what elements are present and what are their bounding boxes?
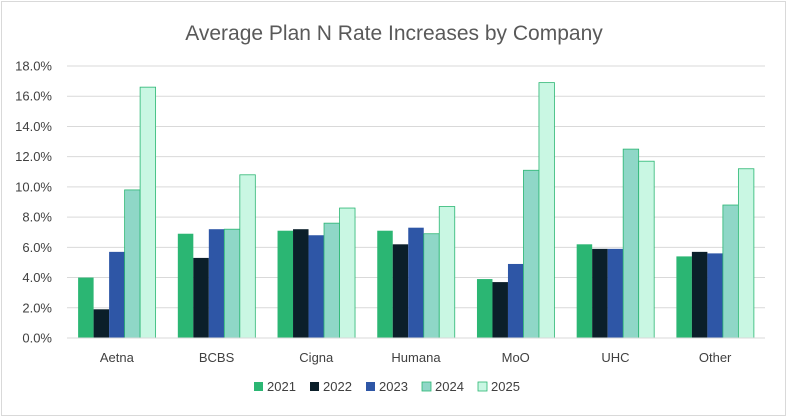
bar-2025-bcbs — [239, 174, 256, 339]
x-axis-category-labels: Aetna BCBS Cigna Humana MoO UHC Other — [100, 350, 732, 365]
bar-2025-humana — [438, 206, 456, 339]
category-label: UHC — [601, 350, 629, 365]
y-tick-label: 10.0% — [15, 179, 52, 194]
bar-2021-other — [676, 256, 692, 338]
y-tick-label: 0.0% — [22, 331, 52, 346]
legend-label-2025: 2025 — [491, 379, 520, 394]
category-label: MoO — [502, 350, 530, 365]
category-label: BCBS — [199, 350, 235, 365]
category-label: Cigna — [299, 350, 334, 365]
legend-label-2021: 2021 — [267, 379, 296, 394]
category-label: Aetna — [100, 350, 135, 365]
bar-2023-uhc — [607, 248, 624, 338]
y-tick-label: 2.0% — [22, 300, 52, 315]
bar-2025-cigna — [339, 207, 356, 339]
y-tick-label: 8.0% — [22, 210, 52, 225]
legend-label-2023: 2023 — [379, 379, 408, 394]
bar-2024-aetna — [124, 189, 141, 339]
bar-2022-uhc — [592, 248, 608, 338]
bar-2021-aetna — [78, 277, 94, 338]
bar-2021-cigna — [277, 230, 294, 338]
bar-2023-aetna — [109, 251, 125, 338]
bar-2023-moo — [507, 263, 524, 338]
y-tick-label: 14.0% — [15, 119, 52, 134]
category-label: Humana — [391, 350, 441, 365]
y-tick-label: 12.0% — [15, 149, 52, 164]
bar-2023-bcbs — [208, 229, 225, 338]
y-tick-label: 16.0% — [15, 89, 52, 104]
bar-2024-humana — [423, 233, 440, 339]
chart-title: Average Plan N Rate Increases by Company — [185, 22, 603, 45]
legend: 2021 2022 2023 2024 2025 — [254, 379, 520, 394]
y-tick-label: 18.0% — [15, 59, 52, 74]
legend-label-2024: 2024 — [435, 379, 464, 394]
legend-swatch-2021 — [254, 382, 263, 391]
bar-2024-cigna — [323, 222, 340, 339]
bar-2025-uhc — [638, 160, 655, 339]
bar-2025-aetna — [139, 86, 157, 339]
bar-2024-other — [722, 204, 739, 339]
legend-swatch-2024 — [421, 381, 432, 392]
bar-2021-moo — [476, 279, 493, 338]
bar-2025-other — [737, 168, 755, 339]
bar-2025-moo — [538, 82, 555, 339]
bars — [78, 82, 755, 339]
bar-2022-bcbs — [193, 257, 209, 338]
bar-2024-bcbs — [223, 228, 241, 339]
bar-2024-moo — [523, 169, 540, 339]
bar-2022-cigna — [293, 229, 309, 338]
y-axis-tick-labels: 0.0% 2.0% 4.0% 6.0% 8.0% 10.0% 12.0% 14.0% 16.0%… — [15, 59, 52, 346]
bar-2023-cigna — [308, 235, 325, 338]
bar-2021-bcbs — [177, 233, 194, 338]
bar-2022-other — [691, 251, 708, 338]
legend-swatch-2025 — [477, 381, 488, 392]
category-label: Other — [699, 350, 732, 365]
bar-2022-aetna — [93, 309, 110, 338]
bar-2023-other — [707, 253, 723, 338]
y-tick-label: 6.0% — [22, 240, 52, 255]
bar-2024-uhc — [622, 148, 640, 339]
bar-2022-moo — [492, 282, 508, 338]
legend-swatch-2022 — [310, 382, 319, 391]
legend-swatch-2023 — [366, 382, 375, 391]
y-tick-label: 4.0% — [22, 270, 52, 285]
bar-2022-humana — [392, 244, 409, 338]
legend-label-2022: 2022 — [323, 379, 352, 394]
bar-2021-humana — [377, 230, 393, 338]
bar-2021-uhc — [576, 244, 593, 338]
bar-2023-humana — [408, 227, 424, 338]
